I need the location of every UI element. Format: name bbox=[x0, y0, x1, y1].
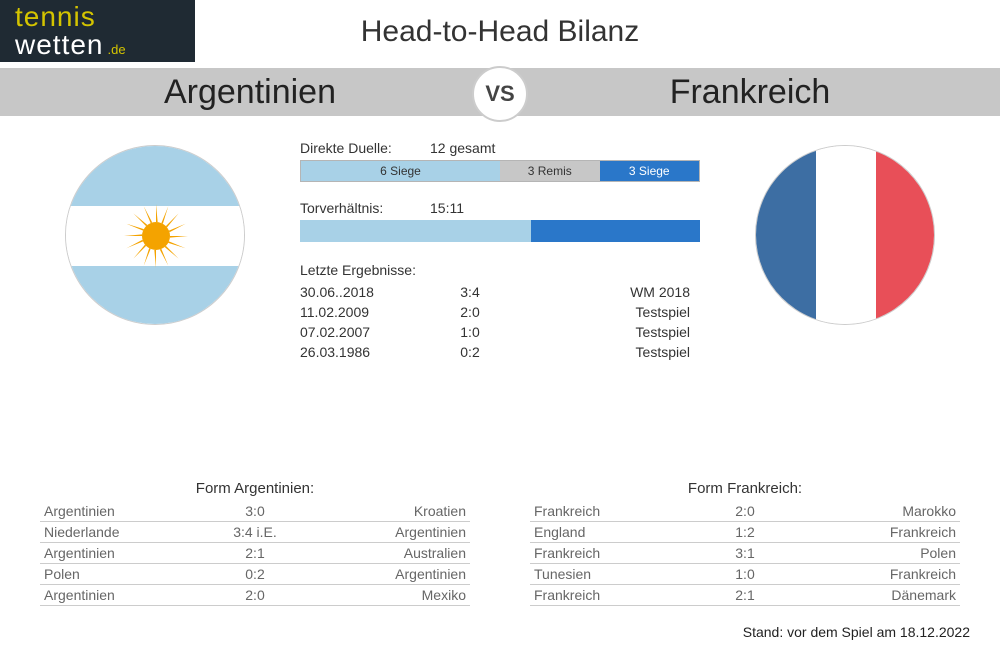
recent-comp: WM 2018 bbox=[510, 284, 700, 300]
form-away: Argentinien bbox=[295, 524, 466, 540]
recent-comp: Testspiel bbox=[510, 344, 700, 360]
h2h-label: Direkte Duelle: bbox=[300, 140, 430, 156]
recent-row: 26.03.19860:2Testspiel bbox=[300, 344, 700, 360]
form-b: Form Frankreich: Frankreich2:0MarokkoEng… bbox=[530, 480, 960, 606]
form-home: Polen bbox=[44, 566, 215, 582]
h2h-total: 12 gesamt bbox=[430, 140, 495, 156]
forms: Form Argentinien: Argentinien3:0Kroatien… bbox=[40, 480, 960, 606]
recent-row: 11.02.20092:0Testspiel bbox=[300, 304, 700, 320]
form-row: Frankreich2:1Dänemark bbox=[530, 585, 960, 606]
recent-comp: Testspiel bbox=[510, 324, 700, 340]
team-a-name: Argentinien bbox=[0, 73, 500, 112]
form-row: Argentinien2:1Australien bbox=[40, 543, 470, 564]
h2h-seg-draw: 3 Remis bbox=[500, 161, 600, 181]
form-row: Argentinien3:0Kroatien bbox=[40, 501, 470, 522]
h2h-bar: 6 Siege 3 Remis 3 Siege bbox=[300, 160, 700, 182]
form-score: 3:4 i.E. bbox=[215, 524, 295, 540]
recent-date: 11.02.2009 bbox=[300, 304, 430, 320]
h2h-seg-a: 6 Siege bbox=[301, 161, 500, 181]
form-row: Niederlande3:4 i.E.Argentinien bbox=[40, 522, 470, 543]
recent-score: 2:0 bbox=[430, 304, 510, 320]
form-away: Polen bbox=[785, 545, 956, 561]
recent-label: Letzte Ergebnisse: bbox=[300, 262, 700, 278]
form-row: Frankreich3:1Polen bbox=[530, 543, 960, 564]
form-home: Argentinien bbox=[44, 545, 215, 561]
recent-row: 07.02.20071:0Testspiel bbox=[300, 324, 700, 340]
form-row: Argentinien2:0Mexiko bbox=[40, 585, 470, 606]
recent-date: 26.03.1986 bbox=[300, 344, 430, 360]
form-row: Tunesien1:0Frankreich bbox=[530, 564, 960, 585]
form-home: Frankreich bbox=[534, 587, 705, 603]
form-score: 1:2 bbox=[705, 524, 785, 540]
recent-row: 30.06..20183:4WM 2018 bbox=[300, 284, 700, 300]
content: Direkte Duelle: 12 gesamt 6 Siege 3 Remi… bbox=[0, 125, 1000, 650]
form-away: Marokko bbox=[785, 503, 956, 519]
logo-line2a: wetten bbox=[15, 31, 104, 59]
goals-label: Torverhältnis: bbox=[300, 200, 430, 216]
form-b-rows: Frankreich2:0MarokkoEngland1:2Frankreich… bbox=[530, 501, 960, 606]
logo-line2b: .de bbox=[108, 42, 126, 57]
goals-bar bbox=[300, 220, 700, 242]
form-a-title: Form Argentinien: bbox=[40, 480, 470, 497]
form-score: 2:0 bbox=[705, 503, 785, 519]
form-home: Tunesien bbox=[534, 566, 705, 582]
recent-rows: 30.06..20183:4WM 201811.02.20092:0Testsp… bbox=[300, 284, 700, 360]
form-b-title: Form Frankreich: bbox=[530, 480, 960, 497]
recent-date: 07.02.2007 bbox=[300, 324, 430, 340]
form-score: 2:1 bbox=[215, 545, 295, 561]
form-home: Frankreich bbox=[534, 545, 705, 561]
recent-comp: Testspiel bbox=[510, 304, 700, 320]
form-away: Australien bbox=[295, 545, 466, 561]
recent-date: 30.06..2018 bbox=[300, 284, 430, 300]
form-away: Frankreich bbox=[785, 566, 956, 582]
form-away: Frankreich bbox=[785, 524, 956, 540]
form-away: Dänemark bbox=[785, 587, 956, 603]
form-row: England1:2Frankreich bbox=[530, 522, 960, 543]
form-row: Polen0:2Argentinien bbox=[40, 564, 470, 585]
site-logo: tennis wetten .de bbox=[0, 0, 195, 62]
form-row: Frankreich2:0Marokko bbox=[530, 501, 960, 522]
goals-header: Torverhältnis: 15:11 bbox=[300, 200, 700, 216]
form-score: 2:0 bbox=[215, 587, 295, 603]
recent-score: 3:4 bbox=[430, 284, 510, 300]
flag-argentina bbox=[65, 145, 245, 325]
form-home: Frankreich bbox=[534, 503, 705, 519]
goals-seg-a bbox=[300, 220, 531, 242]
form-home: Niederlande bbox=[44, 524, 215, 540]
form-home: Argentinien bbox=[44, 587, 215, 603]
form-a-rows: Argentinien3:0KroatienNiederlande3:4 i.E… bbox=[40, 501, 470, 606]
form-score: 3:0 bbox=[215, 503, 295, 519]
form-home: England bbox=[534, 524, 705, 540]
recent-score: 0:2 bbox=[430, 344, 510, 360]
form-a: Form Argentinien: Argentinien3:0Kroatien… bbox=[40, 480, 470, 606]
h2h-header: Direkte Duelle: 12 gesamt bbox=[300, 140, 700, 156]
h2h-seg-b: 3 Siege bbox=[600, 161, 700, 181]
vs-badge: VS bbox=[472, 66, 528, 122]
form-away: Kroatien bbox=[295, 503, 466, 519]
footer-date: Stand: vor dem Spiel am 18.12.2022 bbox=[743, 624, 970, 640]
form-score: 0:2 bbox=[215, 566, 295, 582]
flag-france bbox=[755, 145, 935, 325]
goals-seg-b bbox=[531, 220, 700, 242]
mid-stats: Direkte Duelle: 12 gesamt 6 Siege 3 Remi… bbox=[300, 140, 700, 364]
goals-text: 15:11 bbox=[430, 200, 464, 216]
team-b-name: Frankreich bbox=[500, 73, 1000, 112]
form-score: 2:1 bbox=[705, 587, 785, 603]
logo-line2: wetten .de bbox=[15, 31, 195, 59]
recent-score: 1:0 bbox=[430, 324, 510, 340]
form-away: Mexiko bbox=[295, 587, 466, 603]
form-score: 1:0 bbox=[705, 566, 785, 582]
form-home: Argentinien bbox=[44, 503, 215, 519]
form-away: Argentinien bbox=[295, 566, 466, 582]
logo-line1: tennis bbox=[15, 3, 195, 31]
form-score: 3:1 bbox=[705, 545, 785, 561]
